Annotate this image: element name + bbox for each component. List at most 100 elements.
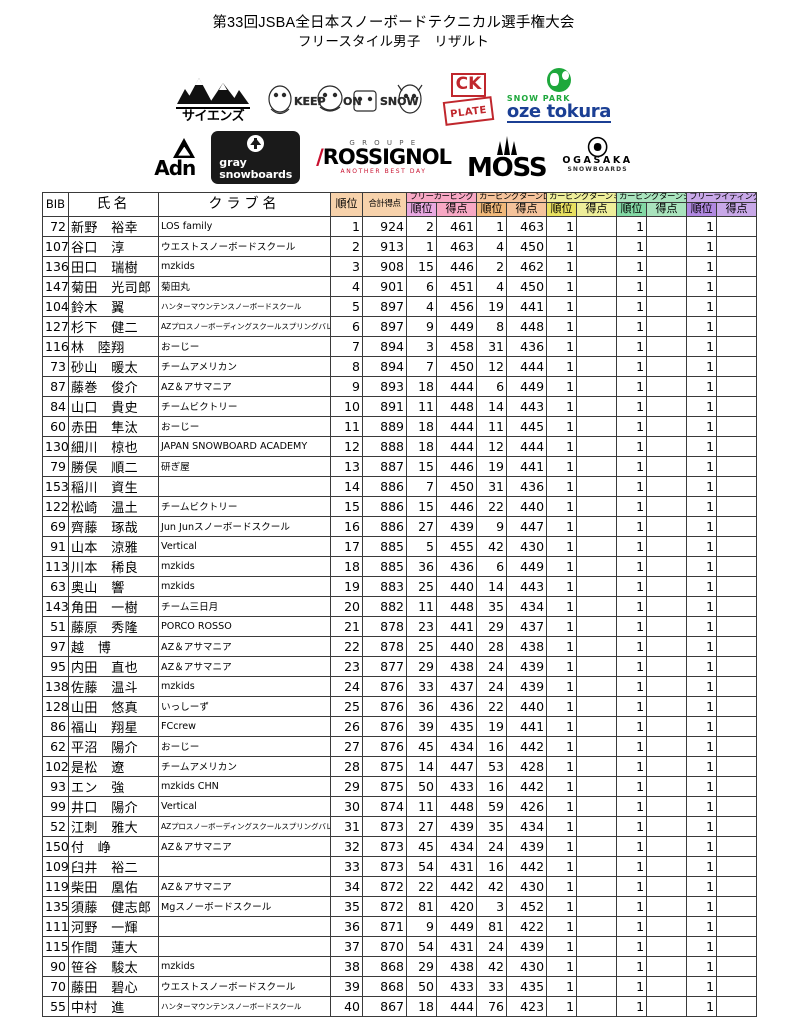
row-fc-score: 434	[435, 835, 478, 857]
row-bib: 62	[42, 735, 69, 757]
row-cm-score	[576, 675, 618, 697]
row-fr-score	[716, 335, 758, 357]
row-club: Mgスノーボードスクール	[158, 895, 331, 917]
row-fr-score	[716, 435, 758, 457]
row-cs-rank: 1	[616, 295, 648, 317]
row-bib: 113	[42, 555, 69, 577]
row-cm-rank: 1	[546, 495, 578, 517]
row-fr-score	[716, 615, 758, 637]
row-cm-rank: 1	[546, 675, 578, 697]
table-row: 122 松崎 温土 チームビクトリー 15 886 15 446 22 440 1 1 1	[42, 495, 758, 517]
row-total: 889	[362, 415, 407, 437]
row-cl-rank: 33	[476, 975, 508, 997]
row-fr-rank: 1	[686, 475, 718, 497]
row-cs-score	[646, 915, 688, 937]
row-total: 886	[362, 475, 407, 497]
row-cm-rank: 1	[546, 895, 578, 917]
row-cm-score	[576, 235, 618, 257]
row-cm-rank: 1	[546, 835, 578, 857]
row-cm-rank: 1	[546, 795, 578, 817]
row-fc-score: 447	[435, 755, 478, 777]
row-cm-score	[576, 495, 618, 517]
page-title: 第33回JSBA全日本スノーボードテクニカル選手権大会	[212, 15, 575, 31]
row-fc-rank: 54	[406, 935, 437, 957]
row-cl-rank: 28	[476, 635, 508, 657]
row-fc-rank: 15	[406, 255, 437, 277]
row-club: PORCO ROSSO	[158, 615, 331, 637]
row-cl-rank: 14	[476, 575, 508, 597]
row-bib: 147	[42, 275, 69, 297]
row-fc-rank: 4	[406, 295, 437, 317]
row-rank: 17	[330, 535, 363, 557]
row-bib: 91	[42, 535, 69, 557]
row-cm-rank: 1	[546, 935, 578, 957]
ogasaka-swirl-icon: ⦿	[587, 135, 609, 161]
row-cl-score: 434	[506, 815, 548, 837]
col-header-group-free-carving: フリーカービング	[405, 192, 478, 204]
row-club: JAPAN SNOWBOARD ACADEMY	[158, 435, 331, 457]
moss-logo: MOSS	[467, 136, 548, 181]
row-cs-rank: 1	[616, 335, 648, 357]
row-cs-score	[646, 415, 688, 437]
snowboards-label: snowboards	[219, 167, 293, 181]
table-row: 55 中村 進ハンターマウンテンスノーボードスクール 40 867 18 444 76 423…	[42, 995, 758, 1017]
row-cl-score: 442	[506, 735, 548, 757]
row-total: 891	[362, 395, 407, 417]
row-name: 付 峥	[68, 835, 159, 857]
row-name: 角田 一樹	[68, 595, 159, 617]
row-cs-score	[646, 895, 688, 917]
row-cs-rank: 1	[616, 935, 648, 957]
row-cs-rank: 1	[616, 875, 648, 897]
svg-text:SNOW: SNOW	[380, 95, 419, 108]
globe-icon	[546, 68, 571, 93]
row-cl-rank: 35	[476, 595, 508, 617]
row-fc-score: 431	[435, 935, 478, 957]
row-cs-rank: 1	[616, 995, 648, 1017]
row-cm-score	[576, 735, 618, 757]
row-cm-score	[576, 995, 618, 1017]
row-cl-rank: 16	[476, 855, 508, 877]
row-bib: 111	[42, 915, 69, 937]
row-cm-rank: 1	[546, 555, 578, 577]
row-rank: 32	[330, 835, 363, 857]
row-fr-rank: 1	[686, 855, 718, 877]
row-fr-score	[716, 595, 758, 617]
table-row: 79 勝俣 順二 研ぎ屋 13 887 15 446 19 441 1 1 1	[42, 455, 758, 477]
row-fr-score	[716, 475, 758, 497]
table-row: 143 角田 一樹 チーム三日月 20 882 11 448 35 434 1 1 1	[42, 595, 758, 617]
row-fr-rank: 1	[686, 975, 718, 997]
row-club	[158, 475, 331, 497]
row-rank: 4	[330, 275, 363, 297]
row-cl-rank: 8	[476, 315, 508, 337]
row-bib: 99	[42, 795, 69, 817]
table-row: 138 佐藤 温斗 mzkids 24 876 33 437 24 439 1 1 1	[42, 675, 758, 697]
row-cl-rank: 11	[476, 415, 508, 437]
row-cm-score	[576, 655, 618, 677]
row-fr-score	[716, 995, 758, 1017]
row-fr-rank: 1	[686, 375, 718, 397]
row-fr-score	[716, 255, 758, 277]
row-rank: 8	[330, 355, 363, 377]
row-club: チームアメリカン	[158, 355, 331, 377]
row-fr-score	[716, 635, 758, 657]
row-cl-rank: 9	[476, 515, 508, 537]
row-fr-rank: 1	[686, 415, 718, 437]
table-row: 87 藤巻 俊介 AZ＆アサマニア 9 893 18 444 6 449 1 1 1	[42, 375, 758, 397]
row-cl-rank: 24	[476, 675, 508, 697]
row-fr-rank: 1	[686, 615, 718, 637]
row-cm-score	[576, 955, 618, 977]
row-cs-score	[646, 635, 688, 657]
row-cl-rank: 31	[476, 475, 508, 497]
row-cs-rank: 1	[616, 515, 648, 537]
row-total: 875	[362, 775, 407, 797]
row-cm-score	[576, 555, 618, 577]
row-cl-score: 441	[506, 455, 548, 477]
row-fc-rank: 22	[406, 875, 437, 897]
row-cl-rank: 59	[476, 795, 508, 817]
row-total: 897	[362, 315, 407, 337]
row-cm-score	[576, 395, 618, 417]
row-cm-score	[576, 295, 618, 317]
row-fr-score	[716, 355, 758, 377]
row-cs-rank: 1	[616, 555, 648, 577]
row-rank: 30	[330, 795, 363, 817]
